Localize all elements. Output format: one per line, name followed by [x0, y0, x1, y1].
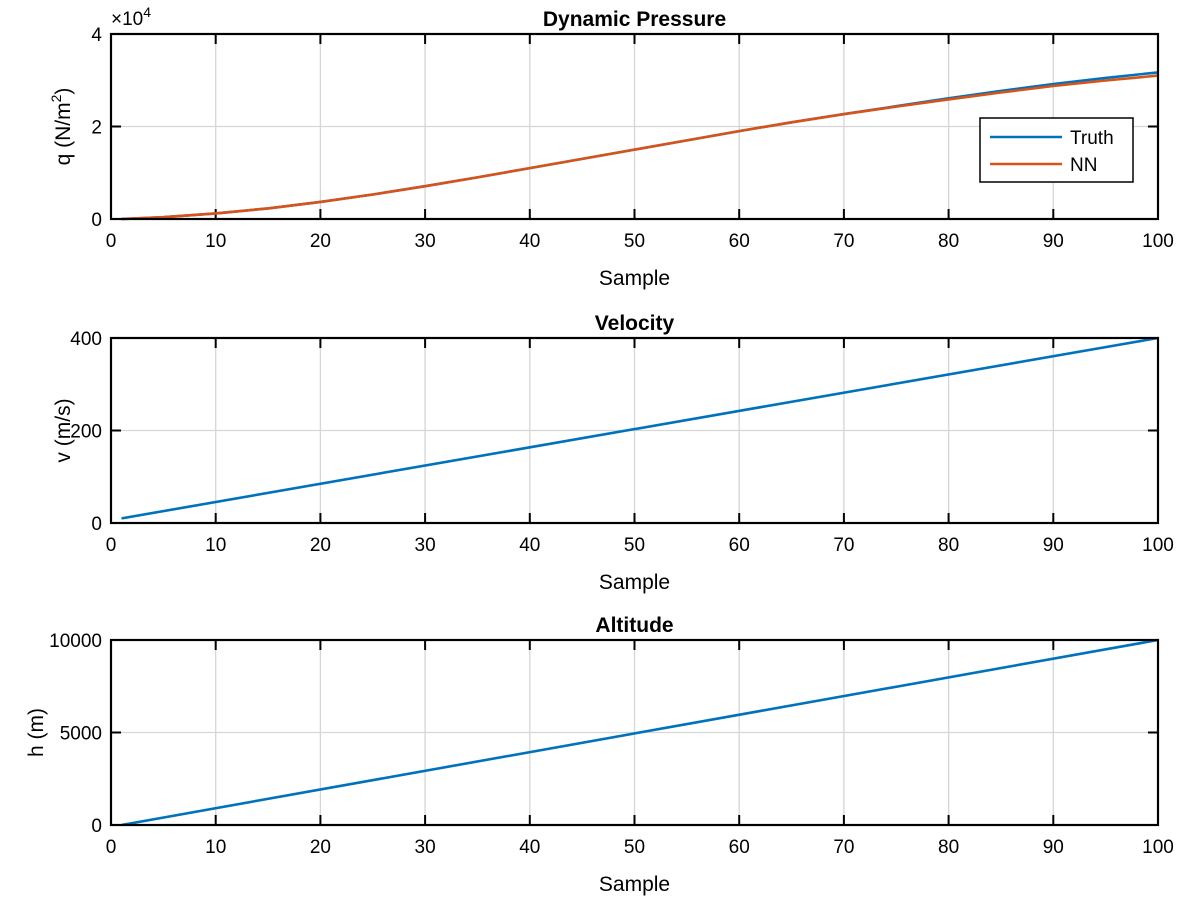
legend-label: NN	[1070, 155, 1097, 176]
x-tick-label: 0	[106, 231, 117, 252]
x-tick-label: 0	[106, 837, 117, 858]
series-line-NN	[121, 74, 1159, 221]
x-axis-label: Sample	[599, 571, 670, 594]
subplot-title: Altitude	[595, 614, 673, 637]
x-tick-label: 100	[1142, 837, 1174, 858]
x-tick-label: 90	[1043, 535, 1064, 556]
x-tick-label: 30	[415, 837, 436, 858]
series-line-0	[121, 336, 1159, 520]
x-tick-label: 50	[624, 535, 645, 556]
y-tick-label: 10000	[49, 631, 102, 652]
y-tick-label: 4	[91, 25, 102, 46]
x-tick-label: 80	[938, 535, 959, 556]
y-axis-label: q (N/m2)	[48, 88, 75, 166]
x-tick-label: 10	[205, 231, 226, 252]
y-tick-label: 0	[91, 514, 102, 535]
y-tick-label: 2	[91, 118, 102, 139]
y-tick-label: 400	[70, 329, 102, 350]
x-tick-label: 70	[833, 837, 854, 858]
x-tick-label: 60	[729, 535, 750, 556]
x-tick-label: 50	[624, 837, 645, 858]
x-tick-label: 100	[1142, 231, 1174, 252]
x-tick-label: 40	[519, 231, 540, 252]
x-tick-label: 40	[519, 535, 540, 556]
subplot-title: Dynamic Pressure	[543, 8, 726, 31]
x-tick-label: 40	[519, 837, 540, 858]
series-line-0	[121, 638, 1159, 827]
x-tick-label: 70	[833, 231, 854, 252]
y-axis-label: v (m/s)	[52, 398, 75, 462]
x-tick-label: 30	[415, 535, 436, 556]
x-tick-label: 0	[106, 535, 117, 556]
legend-label: Truth	[1070, 128, 1114, 149]
x-tick-label: 10	[205, 535, 226, 556]
x-tick-label: 90	[1043, 837, 1064, 858]
x-tick-label: 50	[624, 231, 645, 252]
axes-box	[109, 336, 1160, 525]
x-tick-label: 20	[310, 535, 331, 556]
x-axis-label: Sample	[599, 267, 670, 290]
subplot-2: 0 10 20 30 40 50 60 70 80 90 100 0 5000 10000 Altitude…	[25, 614, 1174, 896]
x-tick-label: 70	[833, 535, 854, 556]
axes-box	[109, 32, 1160, 221]
axes-box	[109, 638, 1160, 827]
x-tick-label: 80	[938, 231, 959, 252]
y-tick-label: 200	[70, 422, 102, 443]
x-tick-label: 60	[729, 837, 750, 858]
x-tick-label: 80	[938, 837, 959, 858]
x-tick-label: 20	[310, 837, 331, 858]
x-tick-label: 30	[415, 231, 436, 252]
x-tick-label: 60	[729, 231, 750, 252]
y-tick-label: 0	[91, 210, 102, 231]
subplot-0: 0 10 20 30 40 50 60 70 80 90 100 0 2 4 Dynamic Pressur…	[48, 4, 1174, 290]
y-tick-label: 0	[91, 816, 102, 837]
subplot-1: 0 10 20 30 40 50 60 70 80 90 100 0 200 400 Velocity Sam…	[52, 312, 1174, 594]
x-axis-label: Sample	[599, 873, 670, 896]
exponent-label: ×104	[111, 4, 151, 30]
y-tick-label: 5000	[60, 724, 102, 745]
subplot-title: Velocity	[595, 312, 675, 335]
y-axis-label: h (m)	[25, 708, 48, 757]
x-tick-label: 100	[1142, 535, 1174, 556]
legend: Truth NN	[979, 117, 1134, 183]
x-tick-label: 10	[205, 837, 226, 858]
x-tick-label: 90	[1043, 231, 1064, 252]
x-tick-label: 20	[310, 231, 331, 252]
